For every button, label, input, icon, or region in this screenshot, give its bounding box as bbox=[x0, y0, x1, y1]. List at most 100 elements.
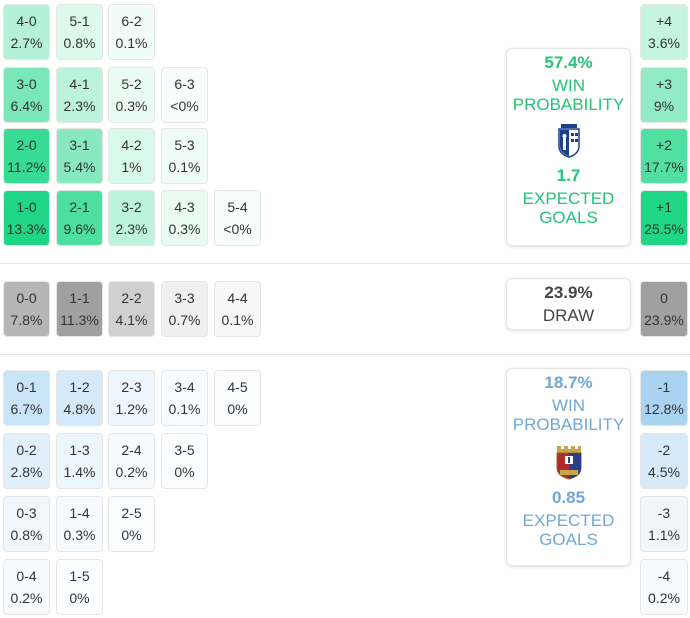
home-scoreline-cell[interactable]: 4-2 1% bbox=[108, 128, 155, 184]
probability-value: 4.8% bbox=[63, 401, 96, 417]
probability-value: 11.3% bbox=[60, 312, 99, 328]
probability-value: 0.1% bbox=[221, 312, 254, 328]
probability-value: 0% bbox=[227, 401, 248, 417]
home-goal-margin-cell[interactable]: +3 9% bbox=[640, 67, 688, 123]
away-goal-margin-cell[interactable]: -1 12.8% bbox=[640, 370, 688, 426]
away-scoreline-cell[interactable]: 0-1 6.7% bbox=[3, 370, 50, 426]
draw-scoreline-cell[interactable]: 1-1 11.3% bbox=[56, 281, 103, 337]
probability-value: 0.2% bbox=[648, 590, 680, 606]
home-scoreline-cell[interactable]: 2-0 11.2% bbox=[3, 128, 50, 184]
scoreline-label: 5-3 bbox=[174, 137, 195, 153]
probability-value: 0.8% bbox=[10, 527, 43, 543]
probability-value: 0.3% bbox=[168, 221, 201, 237]
home-scoreline-cell[interactable]: 3-2 2.3% bbox=[108, 190, 155, 246]
probability-value: 0.1% bbox=[168, 401, 201, 417]
scoreline-label: 4-0 bbox=[16, 13, 37, 29]
away-scoreline-cell[interactable]: 3-4 0.1% bbox=[161, 370, 208, 426]
probability-value: 4.5% bbox=[648, 464, 680, 480]
home-scoreline-cell[interactable]: 4-3 0.3% bbox=[161, 190, 208, 246]
draw-label: DRAW bbox=[542, 306, 595, 325]
home-summary-card: 57.4% WIN PROBABILITY 1.7 EXPECTED GOALS bbox=[506, 48, 631, 246]
probability-value: <0% bbox=[170, 98, 199, 114]
home-scoreline-cell[interactable]: 4-0 2.7% bbox=[3, 4, 50, 60]
scoreline-label: 5-1 bbox=[69, 13, 90, 29]
home-scoreline-cell[interactable]: 6-2 0.1% bbox=[108, 4, 155, 60]
away-scoreline-cell[interactable]: 0-3 0.8% bbox=[3, 496, 50, 552]
scoreline-label: 3-0 bbox=[16, 76, 37, 92]
scoreline-label: 2-4 bbox=[121, 442, 142, 458]
away-scoreline-cell[interactable]: 0-2 2.8% bbox=[3, 433, 50, 489]
home-scoreline-cell[interactable]: 6-3 <0% bbox=[161, 67, 208, 123]
away-scoreline-cell[interactable]: 3-5 0% bbox=[161, 433, 208, 489]
probability-value: 17.7% bbox=[644, 159, 684, 175]
probability-value: 25.5% bbox=[644, 221, 684, 237]
home-win-label: PROBABILITY bbox=[512, 95, 625, 114]
scoreline-label: 0-4 bbox=[16, 568, 37, 584]
scoreline-label: 2-2 bbox=[121, 290, 142, 306]
goal-margin-label: -1 bbox=[657, 379, 671, 395]
away-scoreline-cell[interactable]: 1-2 4.8% bbox=[56, 370, 103, 426]
away-goal-margin-cell[interactable]: -2 4.5% bbox=[640, 433, 688, 489]
probability-value: 2.8% bbox=[10, 464, 43, 480]
away-scoreline-cell[interactable]: 1-5 0% bbox=[56, 559, 103, 615]
away-scoreline-cell[interactable]: 0-4 0.2% bbox=[3, 559, 50, 615]
probability-value: 0% bbox=[121, 527, 142, 543]
scoreline-label: 2-5 bbox=[121, 505, 142, 521]
goal-margin-label: +3 bbox=[656, 76, 672, 92]
away-win-label: WIN bbox=[551, 396, 586, 415]
draw-scoreline-cell[interactable]: 2-2 4.1% bbox=[108, 281, 155, 337]
draw-scoreline-cell[interactable]: 3-3 0.7% bbox=[161, 281, 208, 337]
draw-scoreline-cell[interactable]: 4-4 0.1% bbox=[214, 281, 261, 337]
probability-value: <0% bbox=[223, 221, 252, 237]
scoreline-label: 1-0 bbox=[16, 199, 37, 215]
away-scoreline-cell[interactable]: 4-5 0% bbox=[214, 370, 261, 426]
probability-value: 0.3% bbox=[115, 98, 148, 114]
draw-goal-margin-cell[interactable]: 0 23.9% bbox=[640, 281, 688, 337]
home-goal-margin-cell[interactable]: +2 17.7% bbox=[640, 128, 688, 184]
away-team-crest-icon bbox=[556, 446, 581, 480]
home-scoreline-cell[interactable]: 5-1 0.8% bbox=[56, 4, 103, 60]
home-scoreline-cell[interactable]: 4-1 2.3% bbox=[56, 67, 103, 123]
home-scoreline-cell[interactable]: 3-0 6.4% bbox=[3, 67, 50, 123]
probability-value: 4.1% bbox=[115, 312, 148, 328]
home-win-probability: 57.4% bbox=[544, 53, 593, 72]
away-xg-label: GOALS bbox=[539, 530, 598, 549]
probability-value: 2.3% bbox=[63, 98, 96, 114]
home-goal-margin-cell[interactable]: +4 3.6% bbox=[640, 4, 688, 60]
away-scoreline-cell[interactable]: 2-3 1.2% bbox=[108, 370, 155, 426]
away-goal-margin-cell[interactable]: -3 1.1% bbox=[640, 496, 688, 552]
away-scoreline-cell[interactable]: 1-4 0.3% bbox=[56, 496, 103, 552]
scoreline-label: 0-3 bbox=[16, 505, 37, 521]
away-expected-goals: 0.85 bbox=[551, 488, 586, 507]
probability-value: 2.7% bbox=[10, 35, 43, 51]
home-scoreline-cell[interactable]: 3-1 5.4% bbox=[56, 128, 103, 184]
goal-margin-label: -3 bbox=[657, 505, 671, 521]
scoreline-label: 1-4 bbox=[69, 505, 90, 521]
goal-margin-label: 0 bbox=[660, 290, 668, 306]
divider bbox=[0, 263, 690, 264]
away-scoreline-cell[interactable]: 2-5 0% bbox=[108, 496, 155, 552]
draw-scoreline-cell[interactable]: 0-0 7.8% bbox=[3, 281, 50, 337]
away-scoreline-cell[interactable]: 2-4 0.2% bbox=[108, 433, 155, 489]
scoreline-label: 3-4 bbox=[174, 379, 195, 395]
home-scoreline-cell[interactable]: 5-2 0.3% bbox=[108, 67, 155, 123]
probability-value: 1.1% bbox=[648, 527, 680, 543]
probability-value: 23.9% bbox=[644, 312, 684, 328]
scoreline-label: 1-3 bbox=[69, 442, 90, 458]
away-win-probability: 18.7% bbox=[544, 373, 593, 392]
away-goal-margin-cell[interactable]: -4 0.2% bbox=[640, 559, 688, 615]
home-scoreline-cell[interactable]: 1-0 13.3% bbox=[3, 190, 50, 246]
probability-value: 2.3% bbox=[115, 221, 148, 237]
home-goal-margin-cell[interactable]: +1 25.5% bbox=[640, 190, 688, 246]
scoreline-label: 1-1 bbox=[69, 290, 90, 306]
home-scoreline-cell[interactable]: 5-4 <0% bbox=[214, 190, 261, 246]
scoreline-label: 4-2 bbox=[121, 137, 142, 153]
home-scoreline-cell[interactable]: 5-3 0.1% bbox=[161, 128, 208, 184]
probability-value: 3.6% bbox=[648, 35, 680, 51]
home-scoreline-cell[interactable]: 2-1 9.6% bbox=[56, 190, 103, 246]
scoreline-label: 4-1 bbox=[69, 76, 90, 92]
scoreline-label: 0-2 bbox=[16, 442, 37, 458]
probability-value: 1% bbox=[121, 159, 142, 175]
away-scoreline-cell[interactable]: 1-3 1.4% bbox=[56, 433, 103, 489]
